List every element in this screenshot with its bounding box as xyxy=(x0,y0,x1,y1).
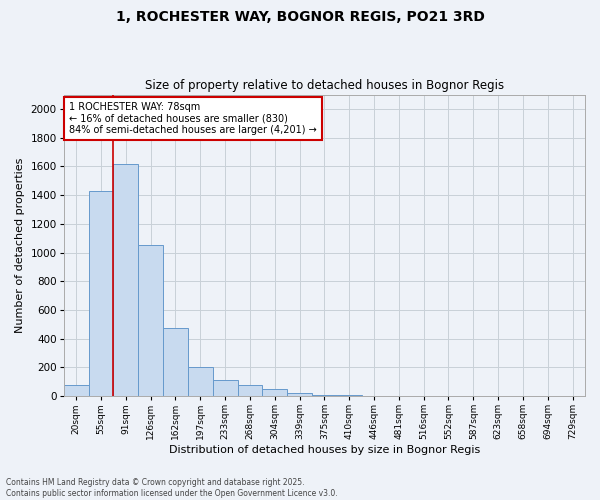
Bar xyxy=(89,192,113,396)
Bar xyxy=(163,328,188,396)
Bar xyxy=(64,386,89,396)
Bar xyxy=(138,246,163,396)
Title: Size of property relative to detached houses in Bognor Regis: Size of property relative to detached ho… xyxy=(145,79,504,92)
Y-axis label: Number of detached properties: Number of detached properties xyxy=(15,158,25,333)
Text: 1, ROCHESTER WAY, BOGNOR REGIS, PO21 3RD: 1, ROCHESTER WAY, BOGNOR REGIS, PO21 3RD xyxy=(116,10,484,24)
Bar xyxy=(287,392,312,396)
Text: 1 ROCHESTER WAY: 78sqm
← 16% of detached houses are smaller (830)
84% of semi-de: 1 ROCHESTER WAY: 78sqm ← 16% of detached… xyxy=(69,102,317,136)
Bar xyxy=(113,164,138,396)
Text: Contains HM Land Registry data © Crown copyright and database right 2025.
Contai: Contains HM Land Registry data © Crown c… xyxy=(6,478,338,498)
Bar xyxy=(312,394,337,396)
Bar xyxy=(212,380,238,396)
Bar xyxy=(238,386,262,396)
X-axis label: Distribution of detached houses by size in Bognor Regis: Distribution of detached houses by size … xyxy=(169,445,480,455)
Bar xyxy=(188,368,212,396)
Bar xyxy=(262,389,287,396)
